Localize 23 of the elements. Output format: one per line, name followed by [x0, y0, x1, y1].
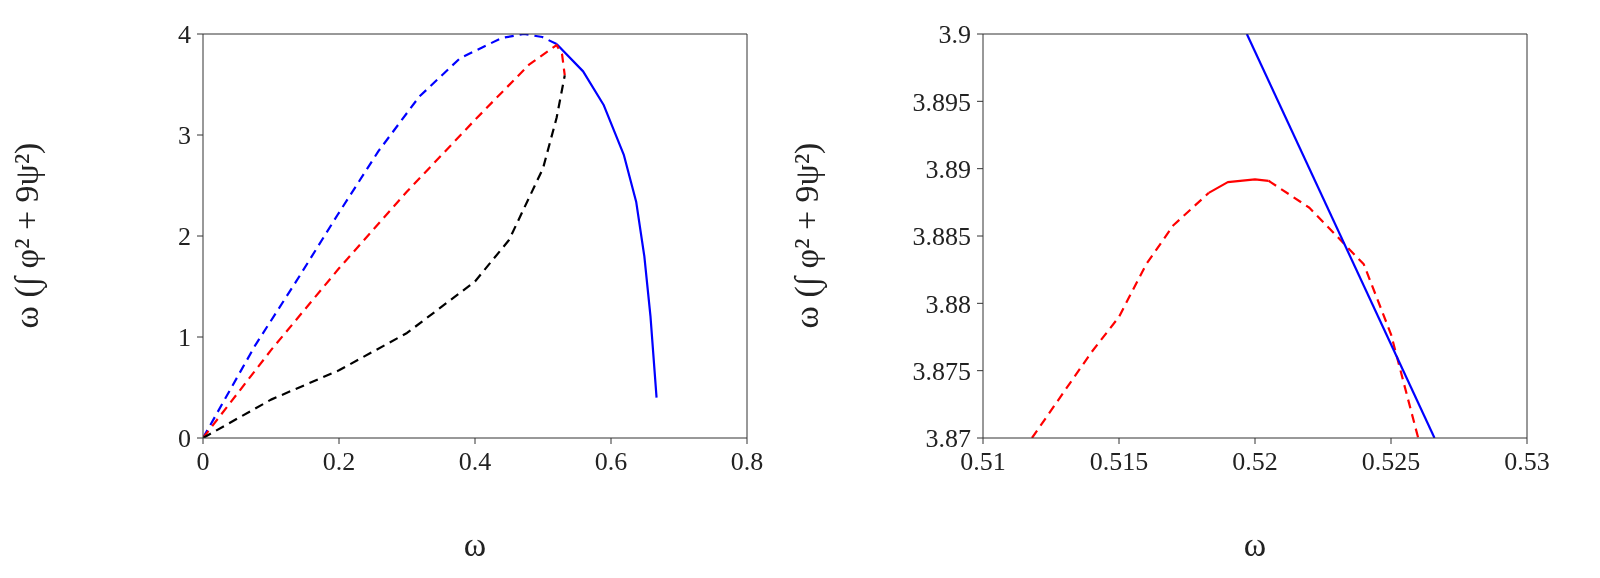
- y-tick-label: 3.895: [912, 87, 971, 117]
- y-tick-label: 1: [178, 323, 191, 353]
- x-axis-title: ω: [1243, 526, 1267, 563]
- x-axis-title: ω: [463, 526, 487, 563]
- y-tick-label: 3: [178, 121, 191, 151]
- y-axis-title: ω (∫ φ² + 9ψ²): [8, 142, 48, 329]
- x-tick-label: 0.515: [1089, 447, 1149, 477]
- y-tick-label: 2: [178, 222, 191, 252]
- x-tick-label: 0.525: [1361, 447, 1421, 477]
- y-axis-title: ω (∫ φ² + 9ψ²): [788, 142, 828, 329]
- x-tick-label: 0.53: [1504, 447, 1550, 477]
- y-tick-label: 3.88: [925, 289, 971, 319]
- x-tick-label: 0.6: [594, 447, 628, 477]
- x-tick-label: 0.52: [1232, 447, 1278, 477]
- y-tick-label: 3.885: [912, 222, 971, 252]
- x-tick-label: 0.4: [458, 447, 492, 477]
- y-tick-label: 3.875: [912, 356, 971, 386]
- y-tick-label: 3.9: [938, 20, 971, 50]
- x-tick-label: 0.2: [322, 447, 356, 477]
- y-tick-label: 0: [178, 424, 191, 454]
- x-tick-label: 0.8: [730, 447, 764, 477]
- y-tick-label: 3.89: [925, 154, 971, 184]
- y-tick-label: 4: [178, 20, 191, 50]
